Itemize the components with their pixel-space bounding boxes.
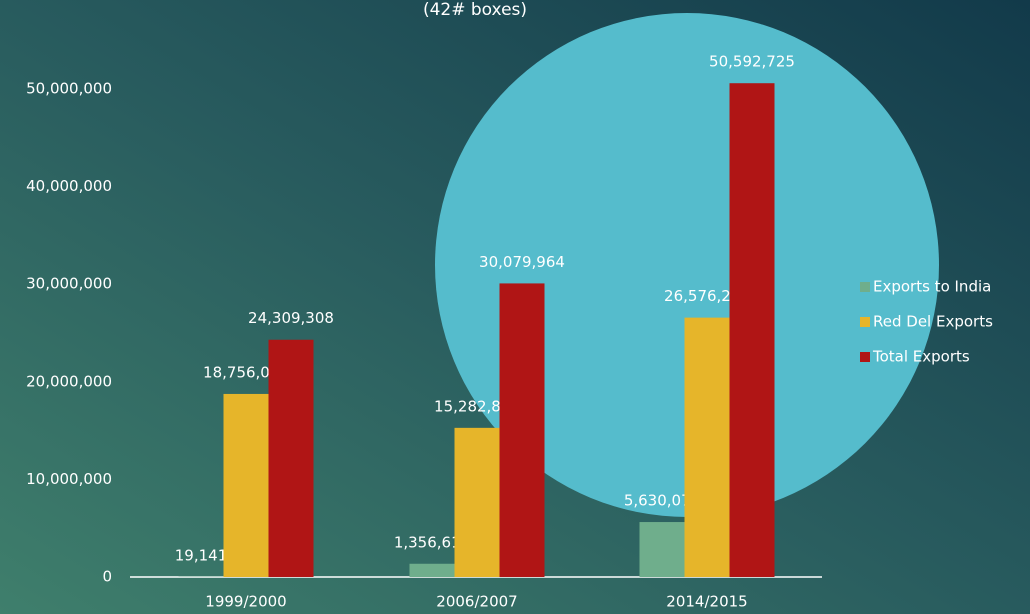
legend-label: Exports to India xyxy=(873,278,991,296)
data-label: 5,630,071 xyxy=(624,492,700,510)
data-label: 24,309,308 xyxy=(248,309,334,327)
data-label: 30,079,964 xyxy=(479,253,565,271)
legend-swatch xyxy=(860,352,870,362)
bar xyxy=(684,317,730,577)
x-tick-label: 1999/2000 xyxy=(205,593,286,611)
legend-label: Total Exports xyxy=(872,348,970,366)
data-label: 26,576,244 xyxy=(664,287,750,305)
data-label: 1,356,615 xyxy=(394,533,470,551)
x-tick-label: 2006/2007 xyxy=(436,593,517,611)
data-label: 50,592,725 xyxy=(709,53,795,71)
bar xyxy=(729,83,775,578)
y-tick-label: 50,000,000 xyxy=(26,80,112,98)
bar xyxy=(268,339,314,577)
y-tick-label: 40,000,000 xyxy=(26,177,112,195)
y-tick-label: 20,000,000 xyxy=(26,372,112,390)
data-label: 19,141 xyxy=(175,546,228,564)
legend-label: Red Del Exports xyxy=(873,313,993,331)
bar xyxy=(499,283,545,577)
bar xyxy=(223,393,269,577)
y-tick-label: 30,000,000 xyxy=(26,275,112,293)
chart-subtitle: (42# boxes) xyxy=(423,0,527,20)
y-tick-label: 0 xyxy=(102,568,112,586)
bar xyxy=(409,563,455,577)
legend-swatch xyxy=(860,317,870,327)
decor-circle xyxy=(435,13,939,517)
legend-swatch xyxy=(860,282,870,292)
bar xyxy=(454,427,500,577)
y-tick-label: 10,000,000 xyxy=(26,470,112,488)
data-label: 18,756,023 xyxy=(203,363,289,381)
bar xyxy=(639,522,685,577)
x-tick-label: 2014/2015 xyxy=(666,593,747,611)
data-label: 15,282,808 xyxy=(434,397,520,415)
